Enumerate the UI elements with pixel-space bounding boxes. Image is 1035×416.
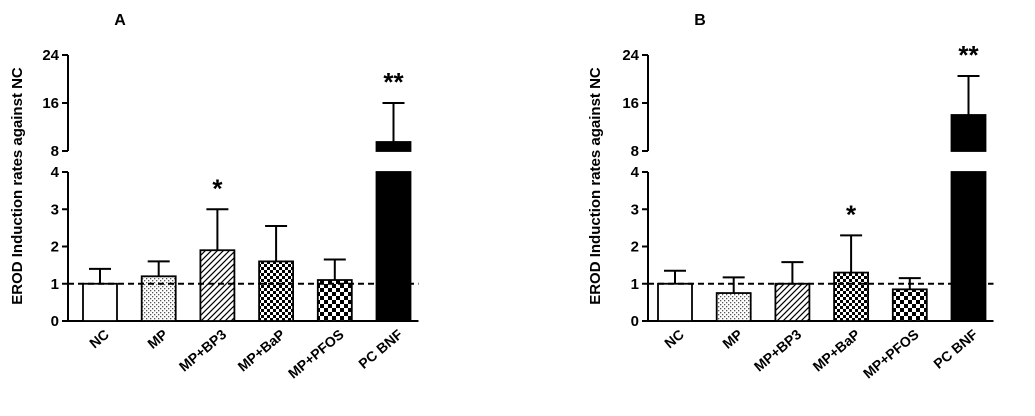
bar [715, 292, 752, 322]
y-tick-label: 8 [631, 143, 639, 160]
bar [891, 288, 928, 322]
bar [199, 249, 236, 322]
y-tick-label: 1 [51, 276, 59, 293]
y-tick-label: 1 [631, 276, 639, 293]
x-tick-label: NC [86, 326, 112, 351]
y-tick-label: 2 [51, 239, 59, 256]
bar [258, 260, 295, 322]
y-tick-label: 16 [42, 95, 59, 112]
x-tick-label: MP [719, 326, 745, 352]
y-tick-label: 0 [631, 313, 639, 330]
x-tick-label: PC BNF [930, 326, 981, 372]
y-tick-label: 3 [51, 201, 59, 218]
y-tick-label: 24 [622, 47, 639, 64]
bar-upper [375, 141, 412, 152]
panel-letter: A [114, 12, 126, 29]
significance-marker: ** [383, 67, 404, 97]
y-tick-label: 2 [631, 239, 639, 256]
x-tick-label: PC BNF [355, 326, 406, 372]
y-tick-label: 24 [42, 47, 59, 64]
x-tick-label: MP+PFOS [285, 326, 347, 382]
x-tick-label: MP+BaP [810, 326, 864, 375]
bar [950, 171, 987, 322]
x-tick-label: MP+BP3 [751, 326, 805, 375]
bar-upper [950, 114, 987, 152]
bar [82, 282, 118, 322]
y-axis-label: EROD Induction rates against NC [587, 67, 604, 305]
chart-panel-b: B EROD Induction rates against NC 0 1 2 3 4 8 16… [587, 12, 994, 382]
bar [375, 171, 412, 322]
y-tick-label: 0 [51, 313, 59, 330]
x-tick-label: MP [144, 326, 170, 352]
y-tick-label: 16 [622, 95, 639, 112]
bar [316, 279, 353, 322]
chart-panel-a: A EROD Induction rates against NC 0 1 2 3 4 8 16… [9, 12, 419, 382]
significance-marker: * [212, 173, 223, 203]
panel-letter: B [694, 12, 706, 29]
x-tick-label: MP+BP3 [176, 326, 230, 375]
bar [774, 282, 811, 322]
x-tick-label: MP+PFOS [860, 326, 922, 382]
y-tick-label: 4 [631, 164, 640, 181]
y-axis-label: EROD Induction rates against NC [9, 67, 26, 305]
bar [657, 282, 693, 322]
x-tick-label: NC [661, 326, 687, 351]
bar [833, 271, 869, 322]
y-tick-label: 3 [631, 201, 639, 218]
x-tick-label: MP+BaP [235, 326, 289, 375]
significance-marker: ** [958, 40, 979, 70]
y-tick-label: 4 [51, 164, 60, 181]
significance-marker: * [846, 199, 857, 229]
y-tick-label: 8 [51, 143, 59, 160]
